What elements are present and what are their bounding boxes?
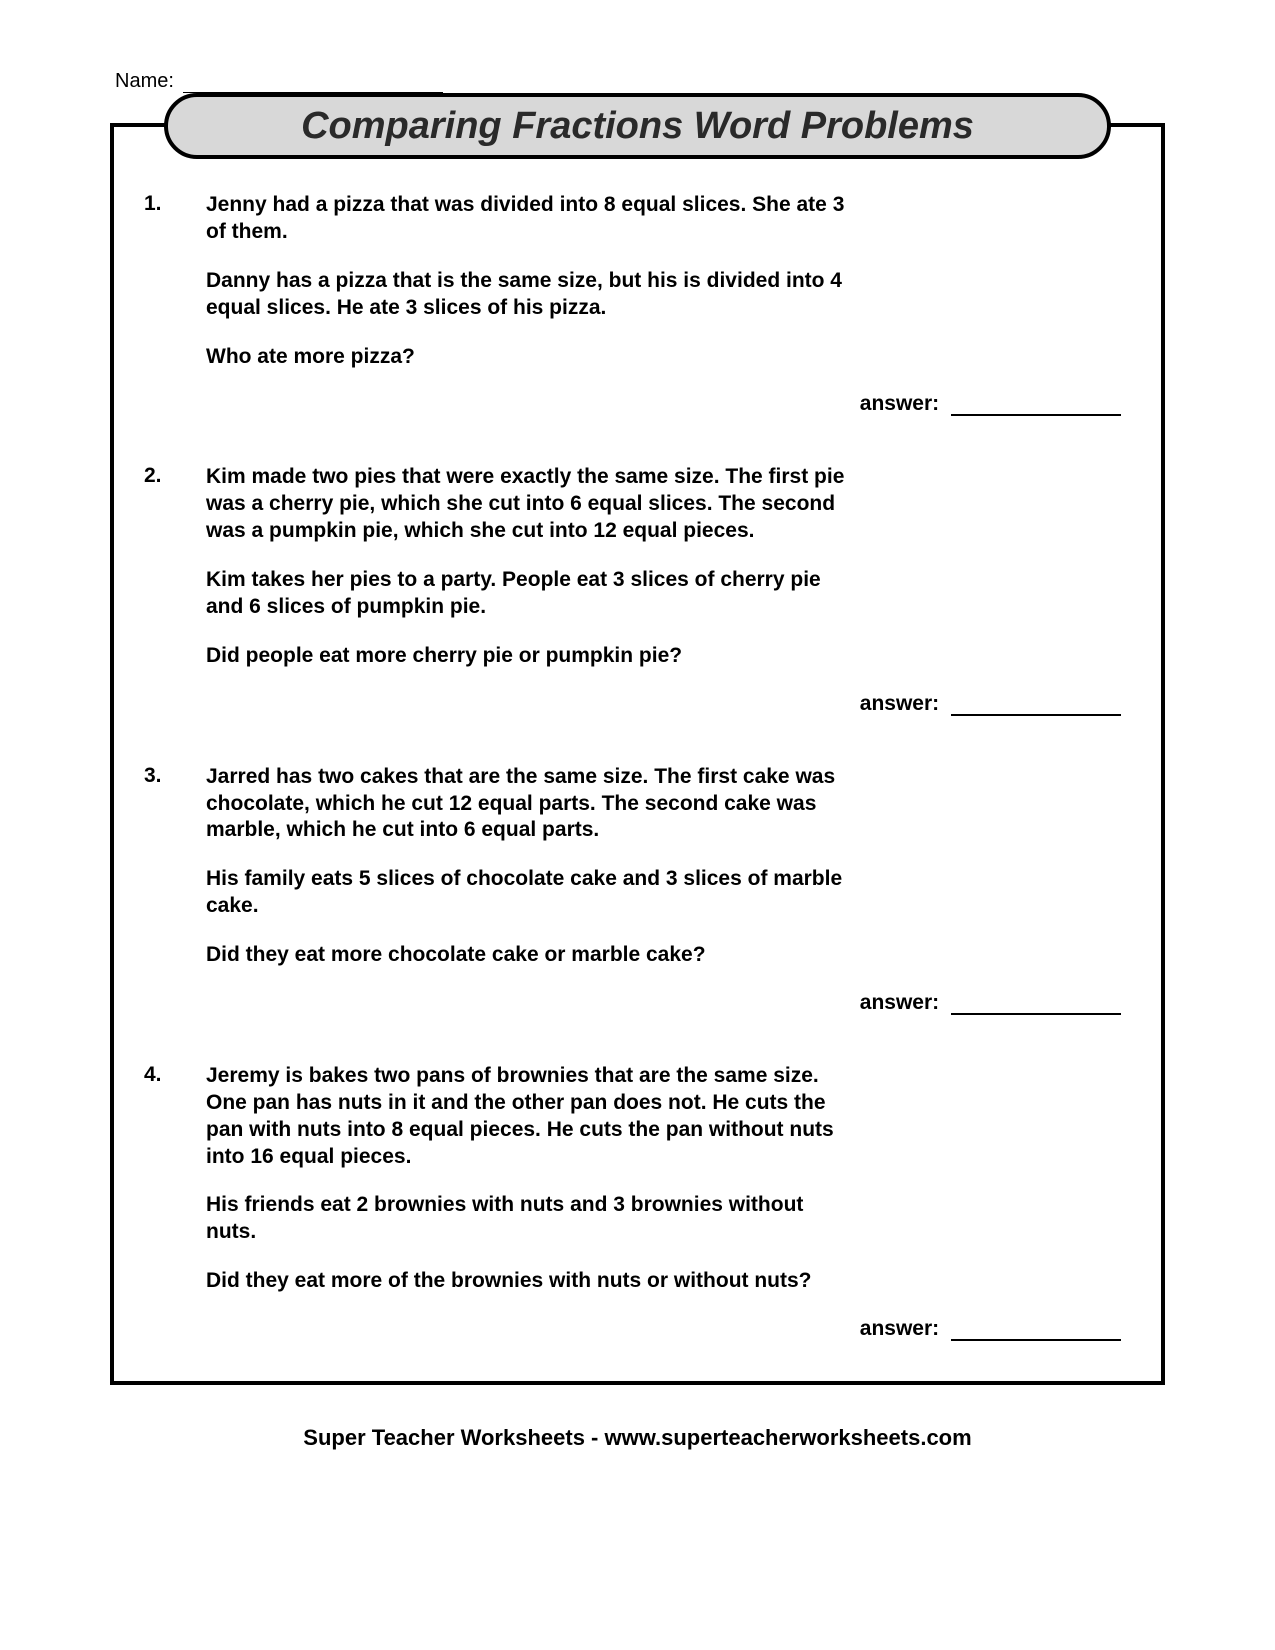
problem-paragraph: Jarred has two cakes that are the same s…: [206, 764, 846, 845]
answer-row: answer:: [206, 392, 1131, 416]
answer-blank[interactable]: [951, 714, 1121, 716]
problem-paragraph: Jenny had a pizza that was divided into …: [206, 192, 846, 246]
problem-paragraph: Jeremy is bakes two pans of brownies tha…: [206, 1063, 846, 1171]
answer-label: answer:: [860, 991, 939, 1014]
answer-blank[interactable]: [951, 414, 1121, 416]
problem-body: Kim made two pies that were exactly the …: [206, 464, 1131, 715]
problem-2: 2. Kim made two pies that were exactly t…: [144, 464, 1131, 715]
problem-body: Jarred has two cakes that are the same s…: [206, 764, 1131, 1015]
answer-label: answer:: [860, 392, 939, 415]
answer-label: answer:: [860, 692, 939, 715]
problem-paragraph: Kim takes her pies to a party. People ea…: [206, 567, 846, 621]
answer-row: answer:: [206, 991, 1131, 1015]
problem-body: Jeremy is bakes two pans of brownies tha…: [206, 1063, 1131, 1341]
answer-blank[interactable]: [951, 1339, 1121, 1341]
problem-question: Did people eat more cherry pie or pumpki…: [206, 643, 846, 670]
problem-paragraph: Danny has a pizza that is the same size,…: [206, 268, 846, 322]
problem-4: 4. Jeremy is bakes two pans of brownies …: [144, 1063, 1131, 1341]
problem-number: 2.: [144, 464, 206, 715]
answer-row: answer:: [206, 692, 1131, 716]
answer-blank[interactable]: [951, 1013, 1121, 1015]
problems-container: 1. Jenny had a pizza that was divided in…: [144, 127, 1131, 1341]
worksheet-page: Name: Comparing Fractions Word Problems …: [0, 0, 1275, 1481]
problem-paragraph: His family eats 5 slices of chocolate ca…: [206, 866, 846, 920]
answer-row: answer:: [206, 1317, 1131, 1341]
problem-body: Jenny had a pizza that was divided into …: [206, 192, 1131, 416]
answer-label: answer:: [860, 1317, 939, 1340]
problem-question: Who ate more pizza?: [206, 344, 846, 371]
problem-paragraph: His friends eat 2 brownies with nuts and…: [206, 1192, 846, 1246]
problem-question: Did they eat more of the brownies with n…: [206, 1268, 846, 1295]
problem-3: 3. Jarred has two cakes that are the sam…: [144, 764, 1131, 1015]
worksheet-frame: Comparing Fractions Word Problems 1. Jen…: [110, 123, 1165, 1385]
problem-number: 3.: [144, 764, 206, 1015]
problem-number: 1.: [144, 192, 206, 416]
title-banner: Comparing Fractions Word Problems: [164, 93, 1111, 159]
problem-number: 4.: [144, 1063, 206, 1341]
footer-text: Super Teacher Worksheets - www.superteac…: [110, 1425, 1165, 1451]
title-text: Comparing Fractions Word Problems: [301, 105, 974, 148]
name-label: Name:: [115, 70, 174, 92]
problem-1: 1. Jenny had a pizza that was divided in…: [144, 192, 1131, 416]
problem-paragraph: Kim made two pies that were exactly the …: [206, 464, 846, 545]
name-line: Name:: [115, 70, 1165, 93]
problem-question: Did they eat more chocolate cake or marb…: [206, 942, 846, 969]
